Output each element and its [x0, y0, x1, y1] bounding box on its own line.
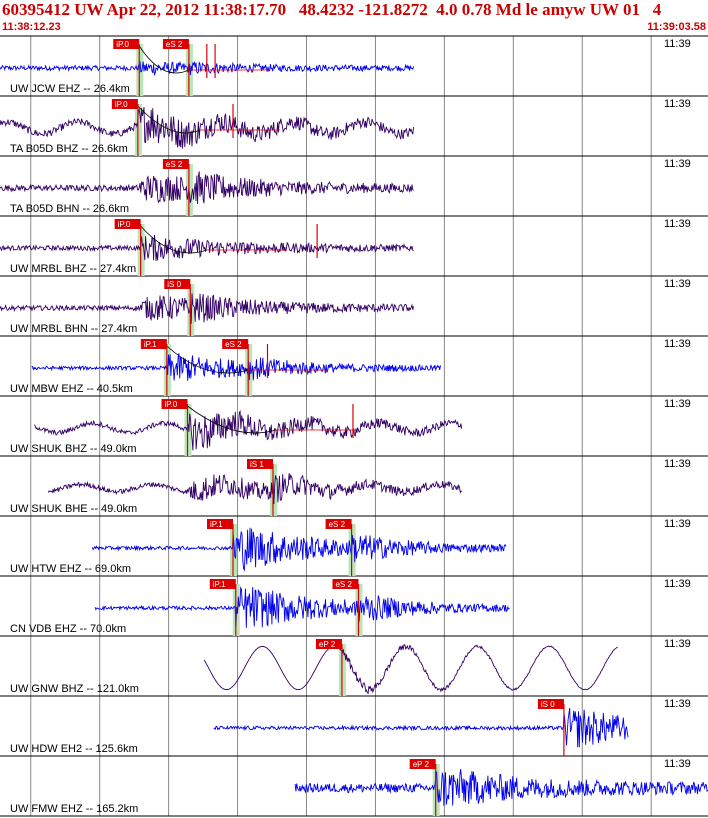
pick-label: eP 2: [319, 640, 336, 649]
pick-flag: [140, 339, 167, 349]
station-label: UW SHUK BHZ -- 49.0km: [10, 443, 137, 455]
pick-label: eS 2: [166, 160, 183, 169]
station-label: UW MBW EHZ -- 40.5km: [10, 383, 133, 395]
pick-label: eP 2: [413, 760, 430, 769]
pick-label: iS 0: [167, 280, 181, 289]
pick-flag: [246, 459, 273, 469]
minute-label: 11:39: [664, 98, 691, 110]
minute-label: 11:39: [664, 518, 691, 530]
station-label: UW MRBL BHZ -- 27.4km: [10, 263, 136, 275]
pick-flag: [209, 579, 236, 589]
waveform-trace: [294, 768, 708, 806]
pick-label: iP.1: [144, 340, 157, 349]
station-label: UW GNW BHZ -- 121.0km: [10, 683, 139, 695]
pick-label: iS 0: [541, 700, 555, 709]
station-label: UW MRBL BHN -- 27.4km: [10, 323, 137, 335]
waveform-trace: [91, 527, 507, 572]
minute-label: 11:39: [664, 458, 691, 470]
window-start-time: 11:38:12.23: [2, 21, 61, 33]
fit-curve: [138, 45, 190, 74]
station-label: TA B05D BHZ -- 26.6km: [10, 143, 128, 155]
pick-label: iP.0: [115, 100, 128, 109]
waveform-trace: [31, 353, 441, 381]
fit-curve: [137, 105, 201, 134]
waveform-trace: [47, 473, 462, 505]
minute-label: 11:39: [664, 278, 691, 290]
station-label: UW JCW EHZ -- 26.4km: [10, 83, 130, 95]
station-label: CN VDB EHZ -- 70.0km: [10, 623, 126, 635]
station-label: UW HTW EHZ -- 69.0km: [10, 563, 131, 575]
minute-label: 11:39: [664, 578, 691, 590]
minute-label: 11:39: [664, 698, 691, 710]
pick-label: eS 2: [225, 340, 242, 349]
pick-flag: [537, 699, 564, 709]
pick-flag: [162, 159, 189, 169]
pick-label: iP.0: [165, 400, 178, 409]
pick-flag: [409, 759, 436, 769]
pick-flag: [207, 519, 234, 529]
pick-label: eS 2: [335, 580, 352, 589]
pick-flag: [111, 99, 138, 109]
minute-label: 11:39: [664, 758, 691, 770]
station-label: UW SHUK BHE -- 49.0km: [10, 503, 137, 515]
fit-curve: [166, 345, 249, 374]
pick-label: iP.1: [210, 520, 223, 529]
pick-flag: [113, 39, 140, 49]
window-end-time: 11:39:03.58: [647, 21, 706, 33]
waveform-trace: [203, 643, 618, 695]
waveform-trace: [0, 171, 414, 205]
pick-flag: [325, 519, 352, 529]
waveform-trace: [213, 708, 629, 748]
minute-label: 11:39: [664, 398, 691, 410]
event-header: 60395412 UW Apr 22, 2012 11:38:17.70 48.…: [2, 0, 662, 19]
waveform-trace: [94, 586, 510, 628]
pick-flag: [315, 639, 342, 649]
pick-label: iP.1: [213, 580, 226, 589]
pick-flag: [164, 279, 191, 289]
pick-label: eS 2: [329, 520, 346, 529]
fit-curve: [140, 225, 207, 254]
pick-flag: [162, 39, 189, 49]
station-label: UW FMW EHZ -- 165.2km: [10, 803, 138, 815]
pick-flag: [114, 219, 141, 229]
pick-label: iP.0: [116, 40, 129, 49]
minute-label: 11:39: [664, 158, 691, 170]
minute-label: 11:39: [664, 38, 691, 50]
station-label: UW HDW EH2 -- 125.6km: [10, 743, 138, 755]
fit-curve: [187, 405, 276, 434]
station-label: TA B05D BHN -- 26.6km: [10, 203, 129, 215]
pick-label: iP.0: [118, 220, 131, 229]
waveform-trace: [34, 409, 463, 451]
pick-label: eS 2: [166, 40, 183, 49]
text-layer: iP.0 eS 2 UW JCW EHZ -- 26.4km 11:39 iP.0 TA …: [10, 38, 691, 815]
minute-label: 11:39: [664, 338, 691, 350]
overlay-layer: [111, 39, 565, 816]
waveform-trace: [0, 293, 415, 324]
waveform-trace: [0, 107, 415, 149]
minute-label: 11:39: [664, 638, 691, 650]
pick-flag: [161, 399, 188, 409]
pick-flag: [222, 339, 249, 349]
minute-label: 11:39: [664, 218, 691, 230]
trace-layer: [0, 60, 708, 806]
pick-label: iS 1: [250, 460, 264, 469]
waveform-trace: [0, 234, 414, 261]
pick-flag: [332, 579, 359, 589]
